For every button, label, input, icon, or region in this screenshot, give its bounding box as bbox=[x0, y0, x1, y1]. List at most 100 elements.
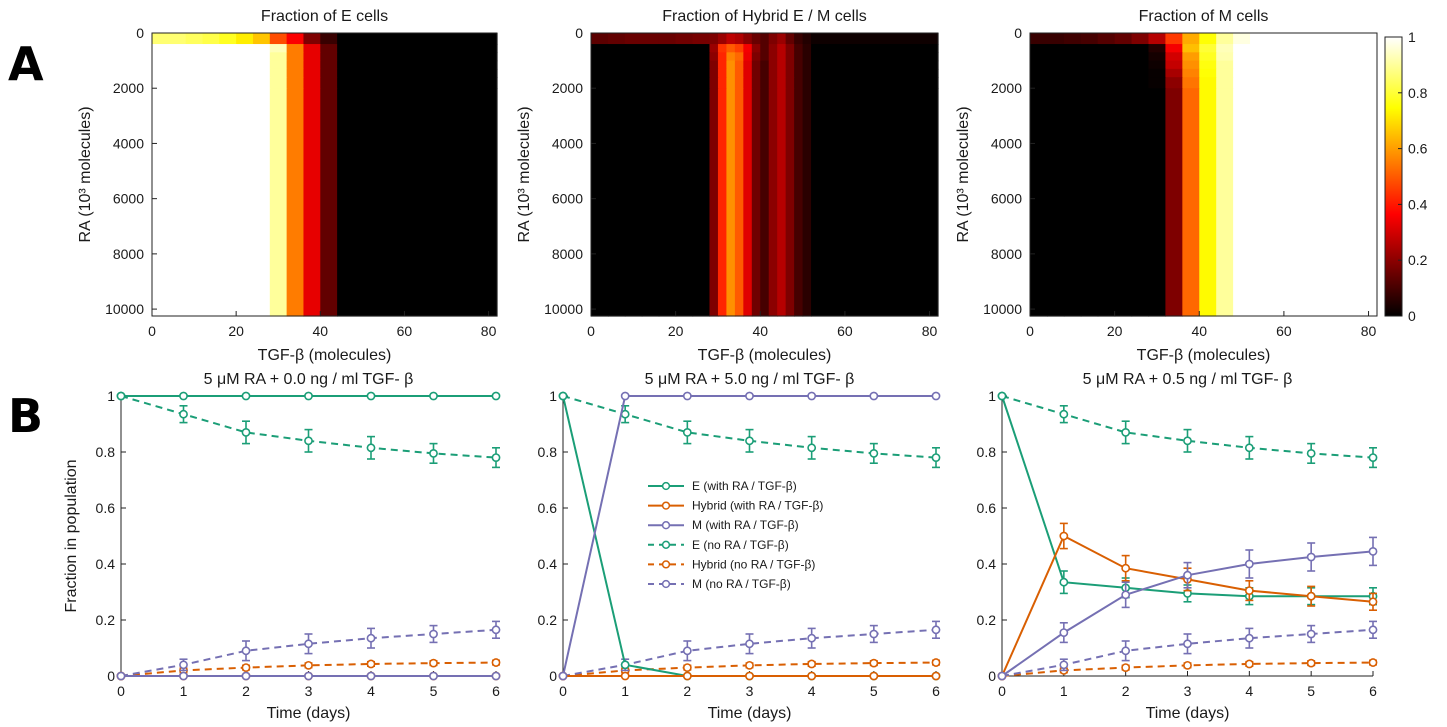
heatmap-cell bbox=[751, 33, 761, 45]
y-tick-label: 0 bbox=[136, 25, 144, 41]
heatmap-cell bbox=[692, 33, 711, 45]
heatmap-cell bbox=[1233, 60, 1251, 70]
heatmap-cell bbox=[726, 88, 736, 317]
heatmap-cell bbox=[591, 77, 609, 89]
series-m-with-ra-tgf- bbox=[558, 391, 941, 681]
heatmap-cell bbox=[777, 60, 787, 70]
heatmap-cell bbox=[252, 60, 271, 70]
data-point bbox=[429, 391, 438, 401]
heatmap-cell bbox=[236, 33, 254, 45]
data-point bbox=[1306, 591, 1316, 601]
heatmap-cell bbox=[1148, 33, 1167, 45]
y-tick-label: 0.6 bbox=[538, 500, 558, 516]
heatmap-cell bbox=[202, 44, 220, 53]
heatmap-cell bbox=[1233, 52, 1251, 62]
data-point bbox=[1244, 586, 1254, 595]
heatmap-cell bbox=[1250, 60, 1378, 70]
legend-swatch-marker bbox=[661, 540, 671, 549]
x-tick-label: 6 bbox=[932, 683, 940, 699]
data-point bbox=[179, 391, 188, 401]
data-point bbox=[241, 663, 251, 672]
heatmap-cell bbox=[751, 60, 761, 70]
heatmap-cell bbox=[591, 68, 609, 78]
heatmap-cell bbox=[726, 44, 736, 53]
data-point bbox=[366, 443, 376, 453]
data-point bbox=[429, 658, 438, 668]
heatmap-cell bbox=[168, 33, 187, 45]
panel-label-a: A bbox=[8, 37, 44, 91]
data-point bbox=[1121, 590, 1131, 600]
data-point bbox=[1306, 629, 1316, 639]
x-tick-label: 1 bbox=[1060, 683, 1068, 699]
heatmap-cell bbox=[185, 88, 204, 317]
y-tick-label: 0.8 bbox=[977, 444, 997, 460]
heatmap-cell bbox=[743, 60, 753, 70]
heatmap-cell bbox=[185, 77, 204, 89]
data-point bbox=[1368, 597, 1378, 607]
heatmap-cell bbox=[760, 68, 770, 78]
data-point bbox=[807, 443, 817, 453]
heatmap-cell bbox=[785, 68, 795, 78]
heatmap-cell bbox=[768, 77, 778, 89]
data-point bbox=[1368, 547, 1378, 556]
heatmap-cell bbox=[320, 88, 338, 317]
heatmap-cell bbox=[1046, 44, 1065, 53]
data-point bbox=[807, 633, 817, 643]
heatmap-cell bbox=[624, 44, 643, 53]
data-point bbox=[304, 660, 313, 670]
data-point bbox=[869, 658, 879, 668]
heatmap-cell bbox=[675, 33, 694, 45]
heatmap-cell bbox=[811, 68, 939, 78]
heatmap-cell bbox=[303, 44, 321, 53]
heatmap-cell bbox=[1216, 77, 1234, 89]
y-axis-label: RA (10³ molecules) bbox=[955, 106, 972, 242]
heatmap-cell bbox=[692, 88, 711, 317]
heatmap-cell bbox=[692, 60, 711, 70]
heatmap-cell bbox=[320, 52, 338, 62]
x-tick-label: 40 bbox=[752, 323, 768, 339]
heatmap-cell bbox=[658, 68, 677, 78]
heatmap-cell bbox=[1114, 60, 1133, 70]
heatmap-cell bbox=[734, 88, 744, 317]
heatmap-cell bbox=[320, 77, 338, 89]
heatmap-cell bbox=[1131, 88, 1150, 317]
y-tick-label: 4000 bbox=[552, 135, 583, 151]
data-point bbox=[179, 660, 188, 670]
series-e-no-ra-tgf- bbox=[997, 391, 1378, 469]
heatmap-cell bbox=[252, 33, 271, 45]
heatmap-cell bbox=[717, 52, 728, 62]
heatmap-cell bbox=[1080, 77, 1099, 89]
heatmap-cell bbox=[675, 77, 694, 89]
series-e-with-ra-tgf- bbox=[116, 391, 501, 401]
x-tick-label: 80 bbox=[1361, 323, 1377, 339]
heatmap-cell bbox=[785, 52, 795, 62]
heatmap-cell bbox=[286, 52, 305, 62]
heatmap-cell bbox=[1131, 77, 1150, 89]
data-point bbox=[1059, 577, 1069, 587]
heatmap-cell bbox=[1199, 88, 1217, 317]
heatmap-cell bbox=[802, 68, 812, 78]
x-axis-label: TGF-β (molecules) bbox=[698, 347, 832, 364]
panel-label-b: B bbox=[8, 389, 43, 443]
data-point bbox=[1368, 625, 1378, 635]
heatmap-cell bbox=[591, 52, 609, 62]
heatmap-cell bbox=[1199, 77, 1217, 89]
y-tick-label: 1 bbox=[549, 388, 557, 404]
y-tick-label: 10000 bbox=[105, 301, 144, 317]
y-tick-label: 1 bbox=[988, 388, 996, 404]
heatmap-cell bbox=[1233, 44, 1251, 53]
heatmap-cell bbox=[269, 68, 288, 78]
heatmap-cell bbox=[794, 44, 804, 53]
x-tick-label: 0 bbox=[148, 323, 156, 339]
heatmap-cell bbox=[1046, 60, 1065, 70]
heatmap-frame bbox=[590, 32, 939, 317]
heatmap-cell bbox=[1199, 33, 1217, 45]
heatmap-cell bbox=[811, 77, 939, 89]
heatmap-cell bbox=[303, 77, 321, 89]
heatmap-cell bbox=[802, 88, 812, 317]
heatmap-cell bbox=[794, 60, 804, 70]
heatmap-cell bbox=[1199, 60, 1217, 70]
chart-title: 5 μM RA + 5.0 ng / ml TGF- β bbox=[645, 371, 855, 388]
data-point bbox=[366, 671, 376, 681]
y-tick-label: 0.4 bbox=[977, 556, 997, 572]
